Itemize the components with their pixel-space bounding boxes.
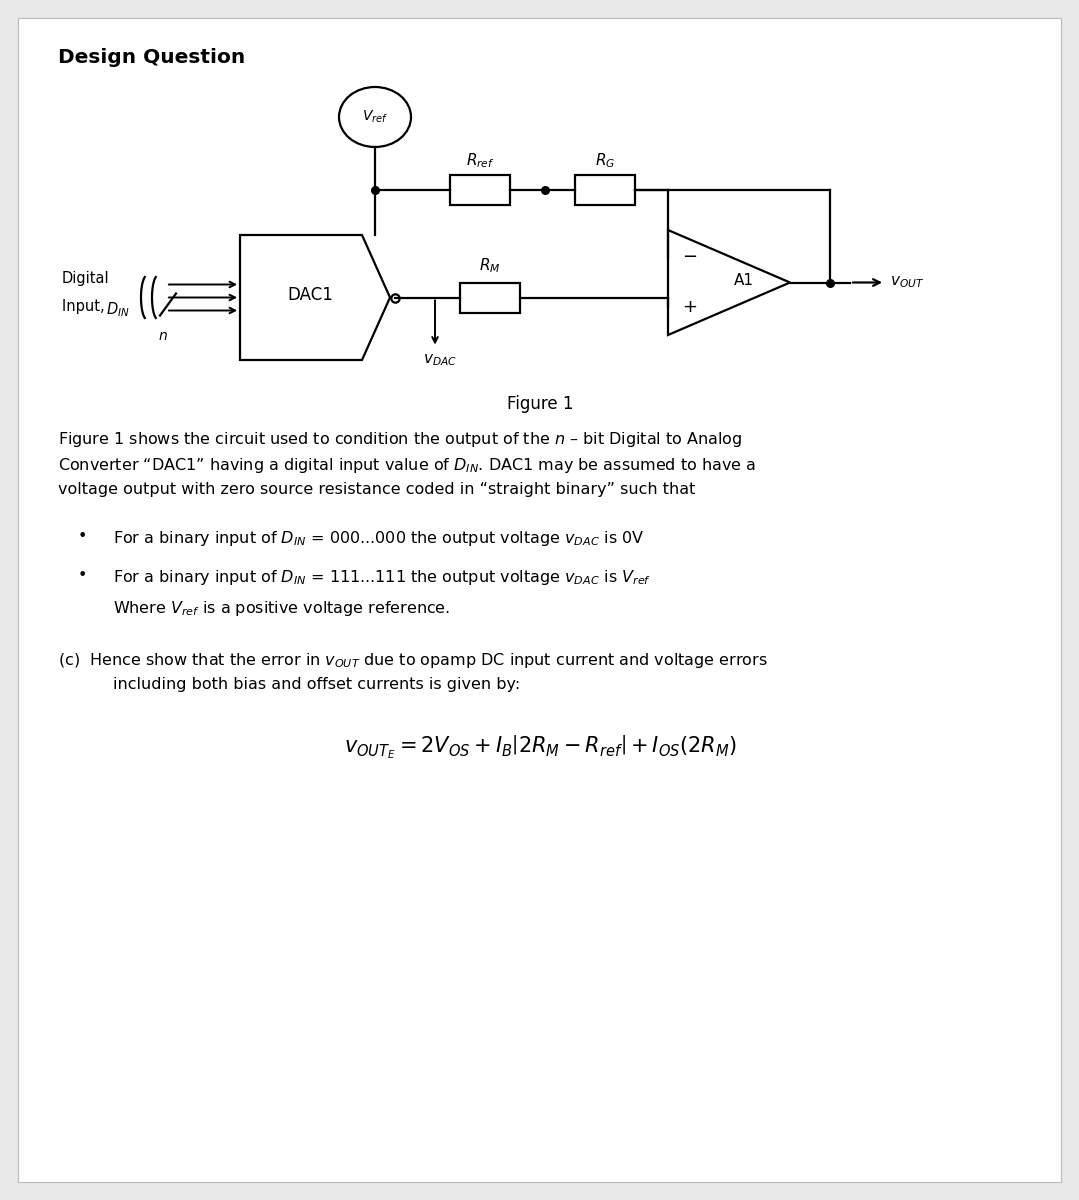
Text: −: − <box>682 248 697 266</box>
Text: Figure 1 shows the circuit used to condition the output of the $n$ – bit Digital: Figure 1 shows the circuit used to condi… <box>58 430 742 449</box>
Text: $R_G$: $R_G$ <box>595 151 615 170</box>
Text: For a binary input of $D_{IN}$ = 000...000 the output voltage $v_{DAC}$ is 0V: For a binary input of $D_{IN}$ = 000...0… <box>113 529 644 547</box>
Text: •: • <box>78 568 87 583</box>
Bar <box>575 175 636 205</box>
Text: $V_{ref}$: $V_{ref}$ <box>361 109 388 125</box>
Text: For a binary input of $D_{IN}$ = 111...111 the output voltage $v_{DAC}$ is $V_{r: For a binary input of $D_{IN}$ = 111...1… <box>113 568 652 587</box>
Text: (c)  Hence show that the error in $v_{OUT}$ due to opamp DC input current and vo: (c) Hence show that the error in $v_{OUT… <box>58 650 767 670</box>
Text: DAC1: DAC1 <box>287 287 333 305</box>
Text: Design Question: Design Question <box>58 48 245 67</box>
Text: $v_{OUT}$: $v_{OUT}$ <box>890 275 925 290</box>
Text: Input,: Input, <box>62 300 109 314</box>
Bar <box>450 175 510 205</box>
Text: Converter “DAC1” having a digital input value of $D_{IN}$. DAC1 may be assumed t: Converter “DAC1” having a digital input … <box>58 456 756 475</box>
Text: $n$: $n$ <box>158 330 168 343</box>
Text: •: • <box>78 529 87 544</box>
Text: A1: A1 <box>734 272 753 288</box>
FancyBboxPatch shape <box>18 18 1061 1182</box>
Text: $v_{OUT_E} = 2V_{OS} + I_B\left|2R_M - R_{ref}\right| + I_{OS}(2R_M)$: $v_{OUT_E} = 2V_{OS} + I_B\left|2R_M - R… <box>343 734 737 761</box>
Text: Figure 1: Figure 1 <box>507 395 573 413</box>
Text: including both bias and offset currents is given by:: including both bias and offset currents … <box>113 677 520 692</box>
Text: $v_{DAC}$: $v_{DAC}$ <box>423 353 457 368</box>
Polygon shape <box>668 230 790 335</box>
Text: $R_{ref}$: $R_{ref}$ <box>466 151 494 170</box>
Text: Digital: Digital <box>62 270 110 286</box>
Text: $D_{IN}$: $D_{IN}$ <box>106 300 129 319</box>
Text: +: + <box>683 298 697 316</box>
Text: $R_M$: $R_M$ <box>479 257 501 276</box>
Polygon shape <box>240 235 390 360</box>
Text: Where $V_{ref}$ is a positive voltage reference.: Where $V_{ref}$ is a positive voltage re… <box>113 599 450 618</box>
Text: voltage output with zero source resistance coded in “straight binary” such that: voltage output with zero source resistan… <box>58 482 695 497</box>
Bar <box>460 282 520 312</box>
